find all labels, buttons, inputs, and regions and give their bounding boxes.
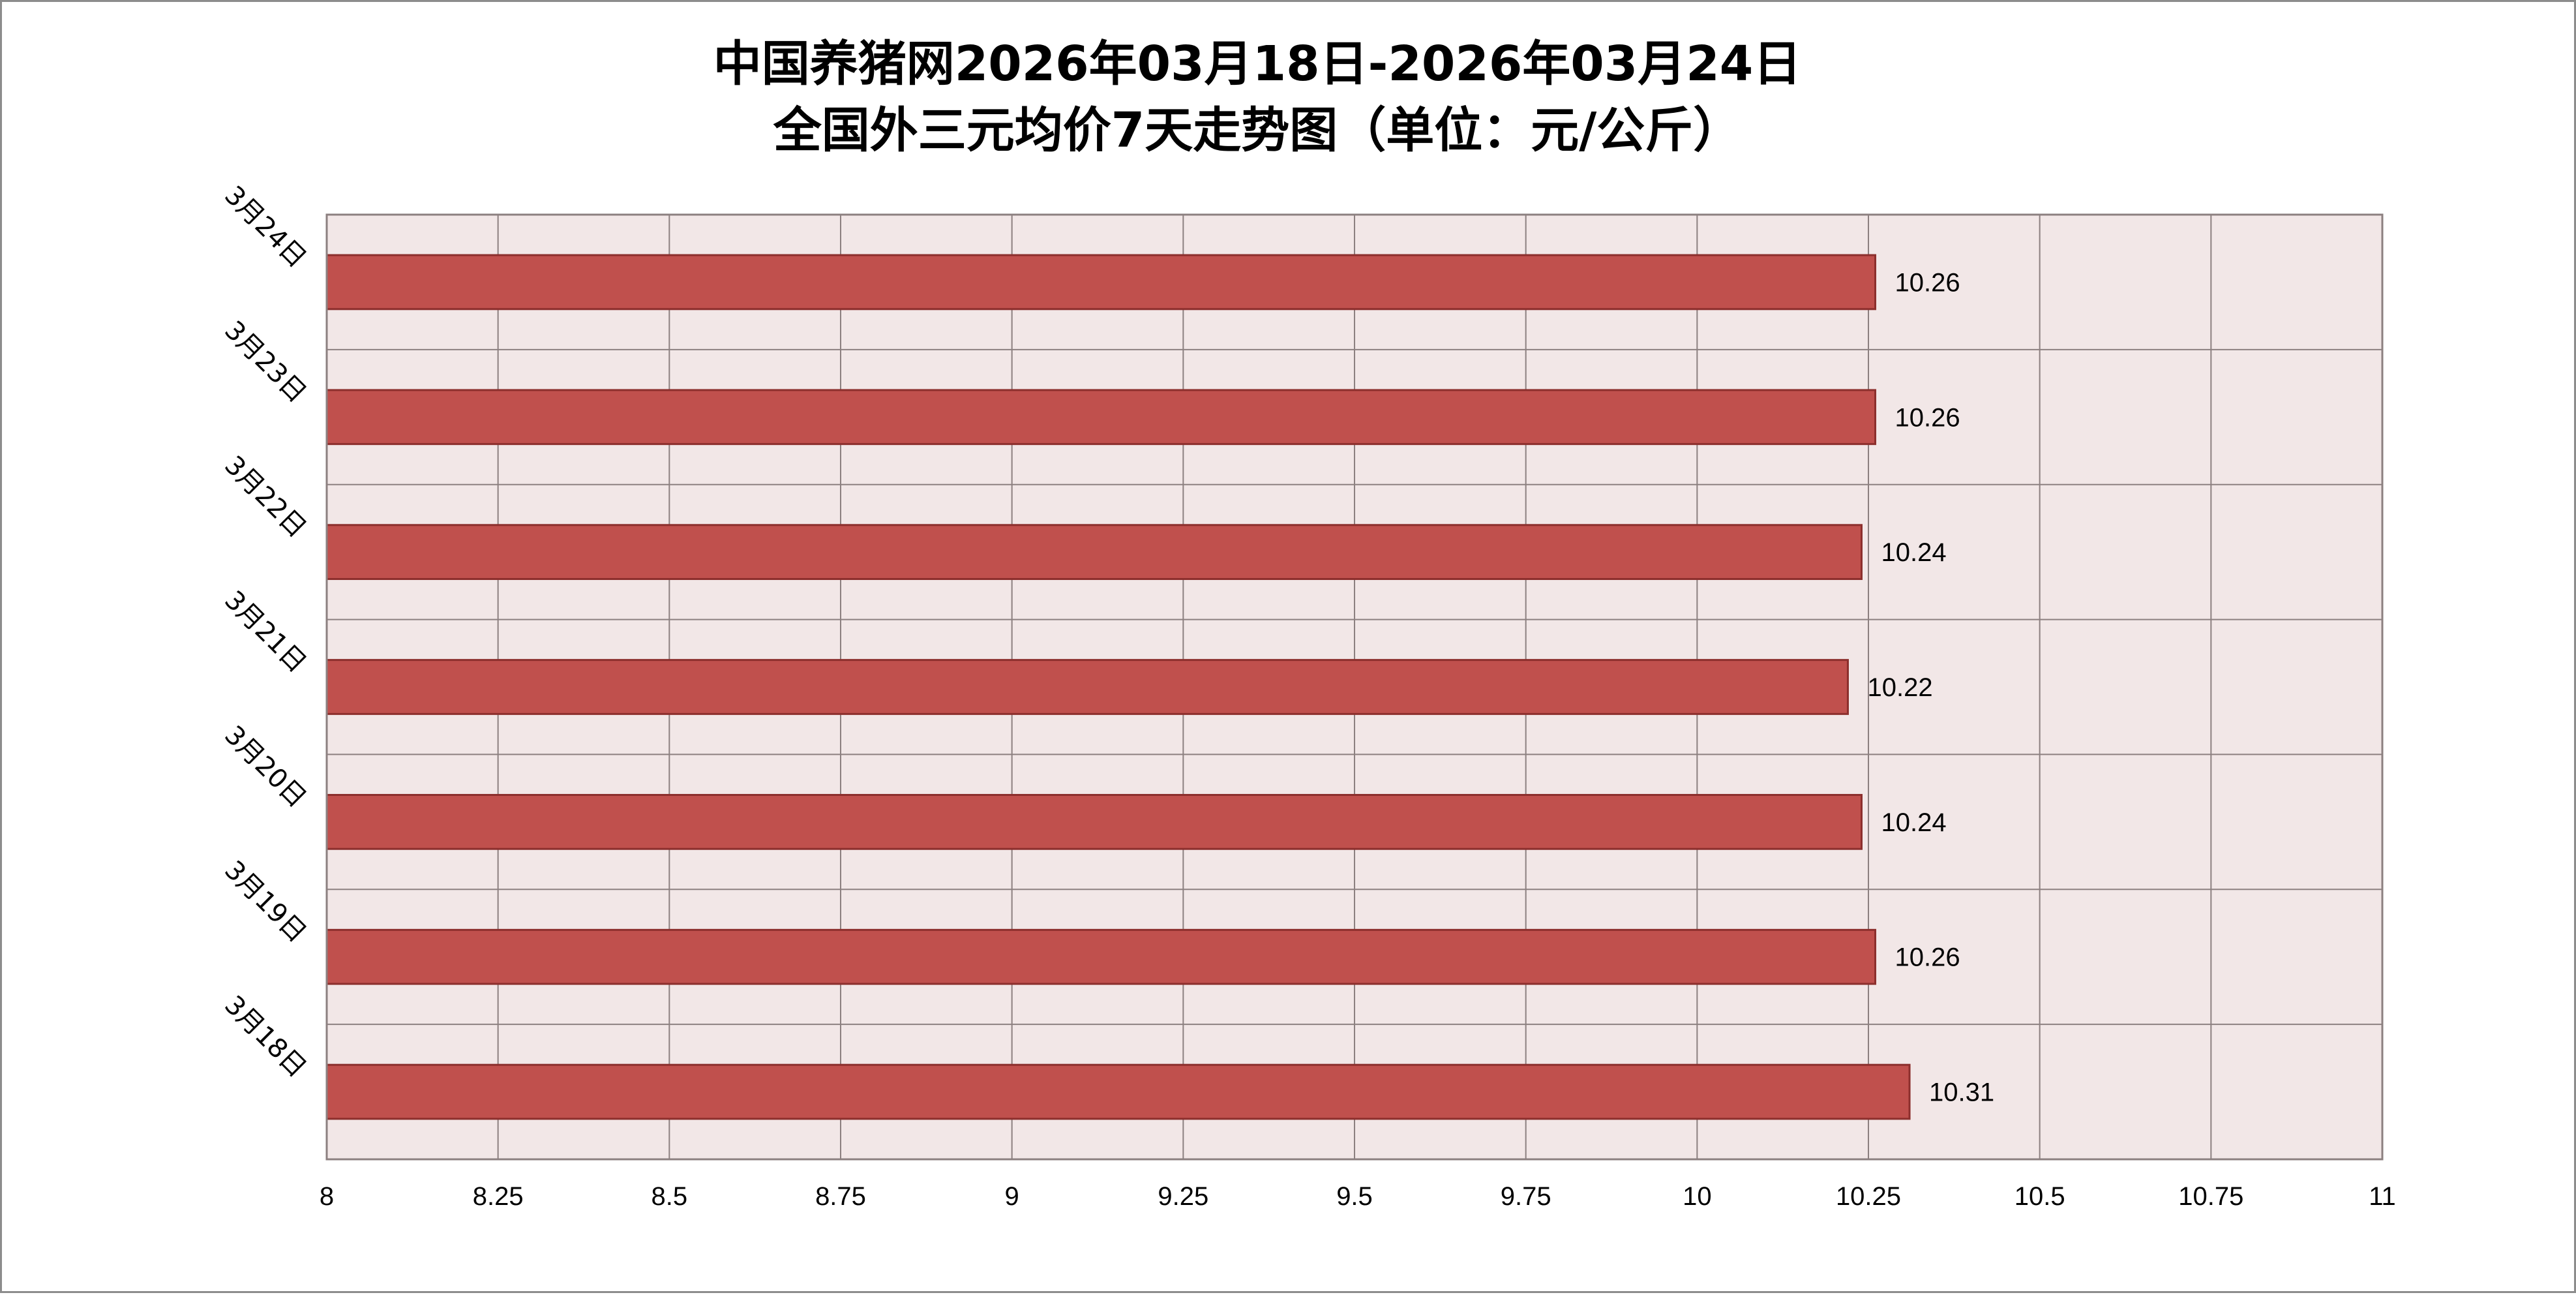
bar-3月24日 (325, 254, 1877, 311)
x-tick-label: 9.5 (1336, 1182, 1373, 1211)
bar-3月21日 (325, 659, 1849, 715)
category-label: 3月24日 (218, 180, 312, 273)
bar-3月18日 (325, 1063, 1911, 1120)
category-label: 3月22日 (218, 450, 312, 543)
bar-3月20日 (325, 793, 1863, 850)
bar-3月23日 (325, 389, 1877, 446)
plot-border (325, 213, 2384, 1161)
bar-3月19日 (325, 928, 1877, 985)
category-label: 3月23日 (218, 315, 312, 408)
category-label: 3月19日 (218, 855, 312, 949)
chart-title-line-2: 全国外三元均价7天走势图（单位：元/公斤） (773, 102, 1742, 159)
data-labels: 10.31 10.26 10.24 10.22 10.24 10.26 10.26 (1867, 268, 1994, 1106)
category-label: 3月20日 (218, 720, 312, 814)
chart-title-line-1: 中国养猪网2026年03月18日-2026年03月24日 (713, 36, 1802, 92)
data-label: 10.26 (1895, 403, 1960, 432)
x-tick-label: 8.5 (651, 1182, 688, 1211)
data-label: 10.22 (1867, 673, 1932, 702)
x-tick-label: 8.25 (473, 1182, 524, 1211)
x-tick-label: 10.75 (2178, 1182, 2243, 1211)
bars (325, 254, 1911, 1120)
data-label: 10.26 (1895, 268, 1960, 297)
data-label: 10.26 (1895, 943, 1960, 972)
x-tick-label: 9 (1005, 1182, 1019, 1211)
x-tick-label: 9.25 (1158, 1182, 1208, 1211)
x-tick-label: 8 (320, 1182, 334, 1211)
bar-3月22日 (325, 524, 1863, 581)
x-tick-label: 11 (2369, 1182, 2396, 1211)
y-axis-category-labels: 3月18日 3月19日 3月20日 3月21日 3月22日 3月23日 3月24日 (218, 180, 312, 1083)
x-tick-label: 10 (1683, 1182, 1712, 1211)
data-label: 10.24 (1881, 538, 1946, 567)
data-label: 10.24 (1881, 808, 1946, 837)
x-axis-tick-labels: 8 8.25 8.5 8.75 9 9.25 9.5 9.75 10 10.25 10.5 10.75… (320, 1182, 2396, 1211)
category-label: 3月21日 (218, 585, 312, 678)
data-label: 10.31 (1929, 1078, 1994, 1107)
x-tick-label: 10.5 (2014, 1182, 2065, 1211)
category-label: 3月18日 (218, 990, 312, 1084)
x-tick-label: 9.75 (1501, 1182, 1551, 1211)
x-tick-label: 10.25 (1836, 1182, 1901, 1211)
x-tick-label: 8.75 (815, 1182, 866, 1211)
